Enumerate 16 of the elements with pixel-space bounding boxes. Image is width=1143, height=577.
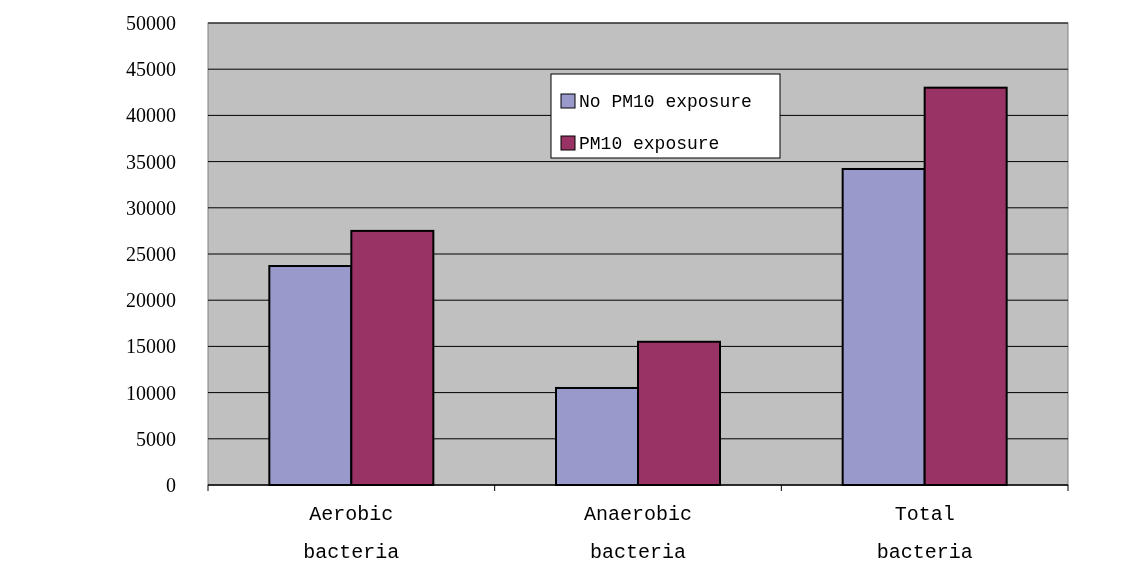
y-tick-label: 35000 <box>126 150 176 173</box>
y-tick-label: 50000 <box>126 12 176 34</box>
x-tick-label: Aerobic bacteria <box>303 503 400 564</box>
y-tick-label: 45000 <box>126 58 176 81</box>
y-tick-label: 40000 <box>126 104 176 127</box>
y-tick-label: 25000 <box>126 243 176 265</box>
legend-label: PM10 exposure <box>579 134 720 155</box>
x-tick-label: Total bacteria <box>876 503 973 564</box>
y-tick-label: 0 <box>166 474 176 496</box>
x-tick-label: Anaerobic bacteria <box>583 503 693 564</box>
legend-label: No PM10 exposure <box>579 92 752 113</box>
y-tick-label: 20000 <box>126 289 176 312</box>
y-tick-label: 5000 <box>136 427 176 450</box>
y-tick-label: 15000 <box>126 335 176 358</box>
y-tick-label: 30000 <box>126 196 176 219</box>
y-tick-label: 10000 <box>126 381 176 404</box>
